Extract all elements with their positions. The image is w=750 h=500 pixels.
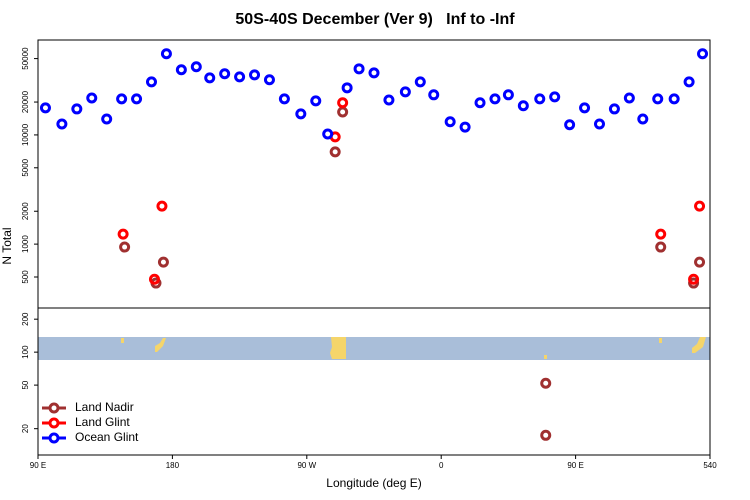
point: [444, 116, 456, 128]
point: [341, 82, 353, 94]
x-tick-label: 540: [703, 461, 717, 470]
legend-label: Ocean Glint: [75, 430, 139, 444]
y-tick-label: 2000: [21, 202, 30, 220]
point: [383, 94, 395, 106]
x-tick-label: 0: [439, 461, 444, 470]
point: [116, 93, 128, 105]
legend-label: Land Glint: [75, 415, 130, 429]
point: [534, 93, 546, 105]
y-tick-label: 1000: [21, 235, 30, 253]
point: [399, 86, 411, 98]
point: [119, 241, 131, 253]
point: [249, 69, 261, 81]
point: [694, 200, 706, 212]
y-tick-label: 20000: [21, 90, 30, 113]
point: [414, 76, 426, 88]
point: [295, 108, 307, 120]
point: [278, 93, 290, 105]
point: [502, 89, 514, 101]
point: [694, 256, 706, 268]
x-tick-label: 180: [166, 461, 180, 470]
point: [86, 92, 98, 104]
point: [175, 64, 187, 76]
point: [688, 273, 700, 285]
y-tick-label: 20: [21, 424, 30, 433]
point: [234, 71, 246, 83]
point: [655, 228, 667, 240]
legend-swatch: [48, 402, 60, 414]
point: [337, 97, 349, 109]
point: [148, 273, 160, 285]
point: [637, 113, 649, 125]
point: [219, 68, 231, 80]
x-axis-label: Longitude (deg E): [326, 476, 421, 490]
point: [39, 102, 51, 114]
chart-title: 50S-40S December (Ver 9) Inf to -Inf: [235, 11, 515, 28]
point: [540, 377, 552, 389]
point: [655, 241, 667, 253]
point: [337, 106, 349, 118]
point: [329, 146, 341, 158]
point: [668, 93, 680, 105]
y-tick-label: 50000: [21, 47, 30, 70]
point: [517, 100, 529, 112]
legend-swatch: [48, 417, 60, 429]
point: [697, 48, 709, 60]
point: [156, 200, 168, 212]
point: [688, 277, 700, 289]
point: [474, 97, 486, 109]
top-panel-frame: [37, 39, 711, 309]
point: [71, 103, 83, 115]
x-tick-label: 90 E: [567, 461, 583, 470]
y-tick-label: 200: [21, 312, 30, 326]
x-tick-label: 90 W: [297, 461, 316, 470]
point: [353, 63, 365, 75]
point: [593, 118, 605, 130]
point: [56, 118, 68, 130]
point: [117, 228, 129, 240]
y-tick-label: 5000: [21, 158, 30, 176]
point: [310, 95, 322, 107]
point: [190, 61, 202, 73]
point: [608, 103, 620, 115]
point: [623, 92, 635, 104]
point: [204, 72, 216, 84]
point: [652, 93, 664, 105]
point: [579, 102, 591, 114]
ocean-band: [38, 337, 710, 360]
point: [428, 89, 440, 101]
x-tick-label: 90 E: [30, 461, 46, 470]
y-tick-label: 500: [21, 270, 30, 284]
point: [368, 67, 380, 79]
legend-label: Land Nadir: [75, 400, 134, 414]
point: [101, 113, 113, 125]
point: [459, 121, 471, 133]
point: [131, 93, 143, 105]
y-tick-label: 100: [21, 345, 30, 359]
point: [160, 48, 172, 60]
point: [489, 93, 501, 105]
point: [263, 74, 275, 86]
point: [145, 76, 157, 88]
point: [549, 91, 561, 103]
point: [564, 119, 576, 131]
point: [322, 128, 334, 140]
surface-band: [38, 337, 710, 360]
legend-swatch: [48, 432, 60, 444]
point: [540, 429, 552, 441]
point: [683, 76, 695, 88]
bottom-panel-frame: [37, 307, 711, 456]
y-tick-label: 50: [21, 380, 30, 389]
point: [157, 256, 169, 268]
y-axis-label: N Total: [0, 227, 14, 264]
y-tick-label: 10000: [21, 123, 30, 146]
